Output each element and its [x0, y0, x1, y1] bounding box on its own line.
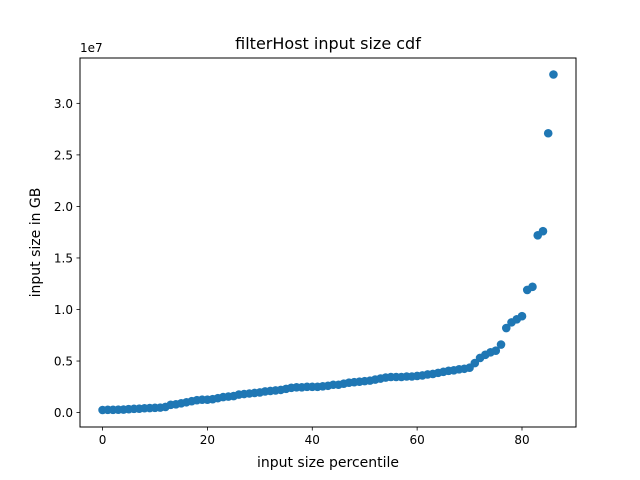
data-point: [517, 311, 527, 321]
y-tick-label: 0.5: [54, 355, 73, 369]
plot-frame: [79, 57, 577, 428]
data-point: [538, 226, 548, 236]
y-axis-ticks: 0.0 0.5 1.0 1.5 2.0 2.5 3.0: [54, 97, 80, 420]
y-tick-label: 0.0: [54, 406, 73, 420]
x-axis-ticks: 0 20 40 60 80: [99, 427, 530, 447]
data-points: [98, 70, 558, 415]
x-tick-label: 80: [514, 433, 529, 447]
y-tick-label: 1.0: [54, 303, 73, 317]
y-tick-label: 2.5: [54, 148, 73, 162]
y-tick-label: 2.0: [54, 200, 73, 214]
y-axis-label: input size in GB: [28, 188, 44, 298]
y-offset-label: 1e7: [80, 41, 103, 55]
x-tick-label: 60: [409, 433, 424, 447]
y-tick-label: 1.5: [54, 251, 73, 265]
x-tick-label: 40: [305, 433, 320, 447]
data-point: [491, 346, 501, 356]
data-point: [549, 70, 558, 79]
data-point: [496, 340, 506, 349]
data-point: [543, 128, 553, 138]
data-point: [528, 282, 537, 292]
data-point: [501, 323, 511, 333]
data-point: [470, 358, 480, 368]
x-tick-label: 20: [200, 433, 215, 447]
x-tick-label: 0: [99, 433, 107, 447]
chart-title: filterHost input size cdf: [235, 34, 421, 53]
x-axis-label: input size percentile: [257, 455, 399, 471]
y-tick-label: 3.0: [54, 97, 73, 111]
